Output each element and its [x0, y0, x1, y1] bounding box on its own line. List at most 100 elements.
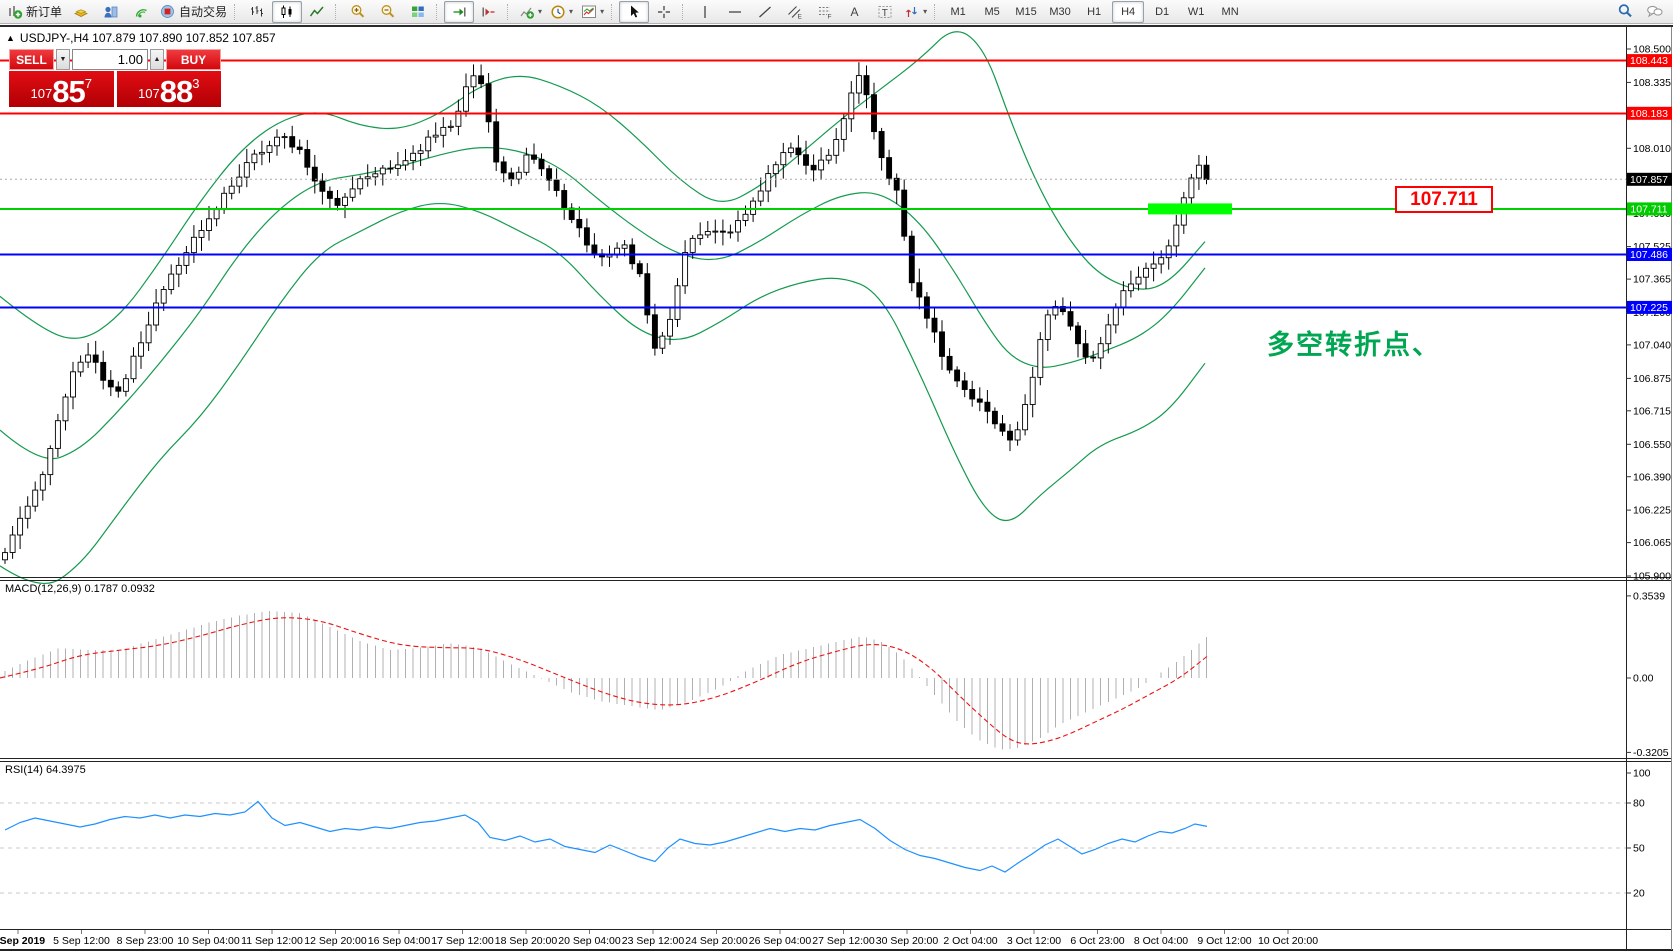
tile-windows-button[interactable]	[403, 1, 433, 23]
trendline-button[interactable]	[750, 1, 780, 23]
text-a-icon: A	[851, 5, 859, 19]
new-order-label: 新订单	[26, 5, 63, 19]
zoom-out-button[interactable]	[373, 1, 403, 23]
toolbar-grip	[611, 3, 615, 20]
timeframe-mn-button[interactable]: MN	[1221, 5, 1239, 18]
timeframe-h1-button[interactable]: H1	[1087, 5, 1102, 18]
horizontal-line-button[interactable]	[720, 1, 750, 23]
cursor-icon	[631, 5, 639, 17]
new-order-button[interactable]: 新订单	[3, 1, 66, 23]
templates-button[interactable]: ▾	[577, 1, 608, 23]
chinese-note-text[interactable]: 多空转折点、	[1267, 330, 1441, 360]
sell-price-prefix: 107	[30, 86, 53, 101]
timeframe-m15-button[interactable]: M15	[1015, 5, 1037, 18]
svg-text:107.365: 107.365	[1633, 274, 1671, 286]
indicators-button[interactable]: ▾	[515, 1, 546, 23]
symbol-ohlc-text: USDJPY-,H4 107.879 107.890 107.852 107.8…	[19, 31, 276, 45]
volume-decrease-button[interactable]: ▼	[56, 49, 70, 70]
timeframe-d1-button[interactable]: D1	[1155, 5, 1170, 18]
crosshair-button[interactable]	[649, 1, 679, 23]
sell-button[interactable]: SELL	[9, 49, 54, 70]
timeframe-m30-button[interactable]: M30	[1049, 5, 1071, 18]
price-axis[interactable]: 108.500108.335108.170108.010107.850107.6…	[1626, 44, 1672, 900]
text-button[interactable]: A	[840, 1, 870, 23]
timeframe-h4-button[interactable]: H4	[1112, 0, 1145, 23]
dropdown-caret-icon: ▾	[923, 6, 928, 16]
buy-price-prefix: 107	[138, 86, 160, 101]
svg-text:6 Oct 23:00: 6 Oct 23:00	[1070, 935, 1124, 947]
new-order-icon	[9, 5, 23, 19]
periods-button[interactable]: ▾	[546, 1, 577, 23]
dropdown-caret-icon: ▾	[538, 6, 543, 16]
chart-header: ▲ USDJPY-,H4 107.879 107.890 107.852 107…	[6, 31, 276, 45]
cursor-button[interactable]	[619, 0, 650, 23]
fibonacci-button[interactable]: F	[810, 1, 840, 23]
one-click-trading-panel: SELL ▼ ▲ BUY 107 85 7 107 88 3	[9, 49, 221, 107]
line-chart-icon	[309, 6, 324, 16]
chat-icon	[1647, 5, 1663, 18]
svg-text:50: 50	[1633, 843, 1645, 855]
channel-e-glyph: E	[798, 13, 803, 20]
toolbar-right-group	[1610, 1, 1670, 23]
equidistant-channel-button[interactable]: E	[780, 1, 810, 23]
auto-trading-label: 自动交易	[179, 5, 228, 19]
signal-icon	[135, 8, 147, 17]
svg-text:18 Sep 20:00: 18 Sep 20:00	[495, 935, 558, 947]
line-chart-button[interactable]	[302, 1, 332, 23]
rsi-indicator-label: RSI(14) 64.3975	[5, 764, 86, 776]
volume-input[interactable]	[73, 50, 147, 69]
candlestick-icon	[281, 5, 292, 18]
volume-increase-button[interactable]: ▲	[150, 49, 164, 70]
buy-price-main: 88	[159, 74, 193, 109]
svg-text:106.875: 106.875	[1633, 373, 1671, 385]
timeframe-m5-button[interactable]: M5	[984, 5, 1000, 18]
timeframe-m1-button[interactable]: M1	[950, 5, 966, 18]
svg-text:106.390: 106.390	[1633, 471, 1671, 483]
svg-text:4 Sep 2019: 4 Sep 2019	[0, 935, 45, 947]
bar-chart-icon	[251, 5, 264, 16]
svg-text:2 Oct 04:00: 2 Oct 04:00	[943, 935, 997, 947]
svg-text:107.225: 107.225	[1630, 302, 1668, 314]
zoom-in-button[interactable]	[343, 1, 373, 23]
svg-text:10 Oct 20:00: 10 Oct 20:00	[1258, 935, 1318, 947]
navigator-button[interactable]	[96, 1, 126, 23]
auto-scroll-button[interactable]	[444, 0, 475, 23]
auto-trading-button[interactable]: 自动交易	[156, 1, 231, 23]
yellow-book-icon	[74, 8, 88, 17]
price-annotation-box[interactable]: 107.711	[1395, 186, 1493, 213]
templates-icon	[582, 5, 597, 18]
text-a-glyph: A	[851, 5, 859, 19]
text-label-icon: T	[878, 5, 892, 18]
collapse-trade-panel-icon[interactable]: ▲	[6, 33, 15, 43]
market-watch-button[interactable]	[66, 1, 96, 23]
svg-text:80: 80	[1633, 798, 1645, 810]
arrows-icon	[906, 6, 918, 17]
vertical-line-button[interactable]	[690, 1, 720, 23]
bar-chart-button[interactable]	[242, 1, 272, 23]
candlestick-chart-button[interactable]	[272, 0, 303, 23]
chart-shift-button[interactable]	[474, 1, 504, 23]
buy-button[interactable]: BUY	[166, 49, 221, 70]
macd-panel[interactable]	[0, 610, 1208, 750]
rsi-panel[interactable]	[0, 800, 1626, 894]
toolbar-grip	[507, 3, 511, 20]
sell-price-display[interactable]: 107 85 7	[9, 71, 114, 107]
arrows-button[interactable]: ▾	[900, 1, 931, 23]
horizontal-line-icon	[729, 10, 742, 13]
search-button[interactable]	[1610, 1, 1640, 23]
tile-windows-icon	[412, 6, 424, 17]
signals-button[interactable]	[126, 1, 156, 23]
svg-text:17 Sep 12:00: 17 Sep 12:00	[431, 935, 494, 947]
clock-icon	[551, 4, 565, 19]
chat-button[interactable]	[1640, 1, 1670, 23]
text-label-button[interactable]: T	[870, 1, 900, 23]
svg-text:20 Sep 04:00: 20 Sep 04:00	[558, 935, 621, 947]
svg-text:107.857: 107.857	[1630, 174, 1668, 186]
timeframe-w1-button[interactable]: W1	[1187, 5, 1205, 18]
main-plot[interactable]	[0, 31, 1626, 585]
buy-price-display[interactable]: 107 88 3	[116, 71, 221, 109]
svg-text:20: 20	[1633, 888, 1645, 900]
